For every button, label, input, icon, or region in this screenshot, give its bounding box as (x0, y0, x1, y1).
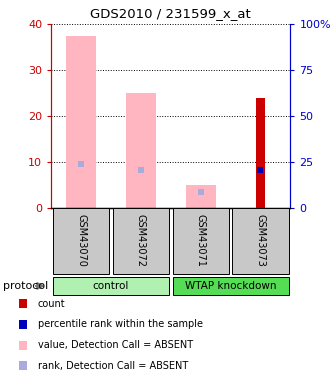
Bar (232, 208, 289, 274)
Text: count: count (38, 299, 66, 309)
Bar (173, 277, 289, 295)
Bar (66, 36, 96, 208)
Text: GSM43070: GSM43070 (76, 213, 86, 266)
Text: GSM43073: GSM43073 (255, 213, 266, 266)
Bar (256, 98, 265, 208)
Bar (113, 208, 169, 274)
Text: control: control (93, 280, 129, 291)
Text: rank, Detection Call = ABSENT: rank, Detection Call = ABSENT (38, 361, 188, 370)
Text: value, Detection Call = ABSENT: value, Detection Call = ABSENT (38, 340, 193, 350)
Bar (126, 93, 156, 208)
Text: GSM43071: GSM43071 (196, 213, 206, 266)
Bar (173, 208, 229, 274)
Text: percentile rank within the sample: percentile rank within the sample (38, 320, 203, 329)
Text: protocol: protocol (3, 281, 49, 291)
Title: GDS2010 / 231599_x_at: GDS2010 / 231599_x_at (90, 8, 251, 20)
Text: WTAP knockdown: WTAP knockdown (185, 280, 276, 291)
Bar (53, 208, 109, 274)
Bar (53, 277, 169, 295)
Text: GSM43072: GSM43072 (136, 213, 146, 267)
Bar (186, 185, 215, 208)
